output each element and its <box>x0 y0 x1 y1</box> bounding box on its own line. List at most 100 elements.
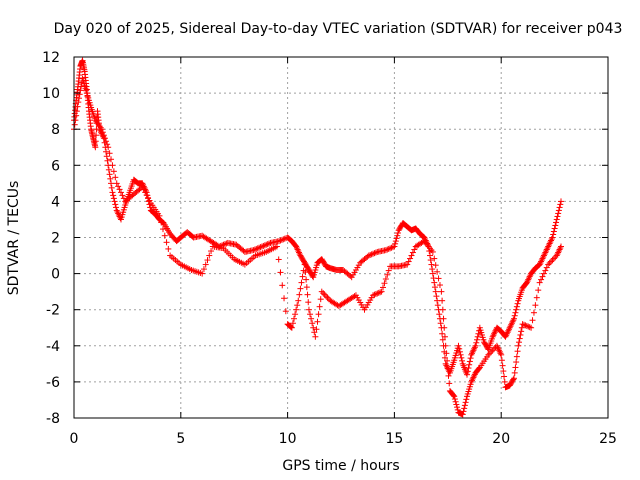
data-point <box>202 261 209 268</box>
data-point <box>473 339 480 346</box>
data-point <box>158 219 165 226</box>
data-point <box>159 218 166 225</box>
data-point <box>115 183 122 190</box>
data-point <box>75 95 82 102</box>
data-point <box>197 232 204 239</box>
data-points <box>71 57 565 418</box>
data-point <box>513 353 520 360</box>
data-point <box>517 331 524 338</box>
data-point <box>146 197 153 204</box>
data-point <box>539 273 546 280</box>
data-point <box>408 252 415 259</box>
data-point <box>286 236 293 243</box>
data-point <box>407 255 414 262</box>
x-axis-label: GPS time / hours <box>282 458 399 474</box>
data-point <box>549 257 556 264</box>
data-point <box>474 333 481 340</box>
data-point <box>293 306 300 313</box>
data-point <box>368 251 375 258</box>
data-point <box>250 254 257 261</box>
data-point <box>79 58 86 65</box>
data-point <box>459 411 466 418</box>
data-point <box>506 326 513 333</box>
data-point <box>554 213 561 220</box>
data-point <box>453 401 460 408</box>
data-point <box>512 364 519 371</box>
data-point <box>109 189 116 196</box>
data-point <box>206 252 213 259</box>
data-point <box>466 361 473 368</box>
data-point <box>519 321 526 328</box>
data-point <box>454 404 461 411</box>
data-point <box>260 242 267 249</box>
data-point <box>444 365 451 372</box>
data-point <box>461 405 468 412</box>
x-tick-label: 20 <box>492 431 510 447</box>
data-point <box>119 192 126 199</box>
data-point <box>392 238 399 245</box>
data-point <box>480 336 487 343</box>
data-point <box>473 336 480 343</box>
data-point <box>291 315 298 322</box>
data-point <box>378 288 385 295</box>
data-point <box>333 301 340 308</box>
data-point <box>511 369 518 376</box>
data-point <box>456 345 463 352</box>
data-point <box>467 355 474 362</box>
data-point <box>100 132 107 139</box>
data-point <box>347 273 354 280</box>
data-point <box>188 232 195 239</box>
data-point <box>282 308 289 315</box>
data-point <box>551 225 558 232</box>
data-point <box>117 189 124 196</box>
data-point <box>450 359 457 366</box>
data-point <box>436 282 443 289</box>
data-point <box>458 354 465 361</box>
y-tick-label: -2 <box>46 303 60 319</box>
data-point <box>432 262 439 269</box>
data-point <box>488 335 495 342</box>
data-point <box>462 399 469 406</box>
data-point <box>266 240 273 247</box>
data-point <box>103 138 110 145</box>
data-point <box>104 141 111 148</box>
data-point <box>500 368 507 375</box>
data-point <box>428 247 435 254</box>
data-point <box>91 115 98 122</box>
data-point <box>438 288 445 295</box>
data-point <box>305 299 312 306</box>
x-tick-label: 10 <box>279 431 297 447</box>
data-point <box>323 293 330 300</box>
data-point <box>372 249 379 256</box>
data-point <box>442 342 449 349</box>
data-point <box>261 249 268 256</box>
data-point <box>229 254 236 261</box>
data-point <box>540 254 547 261</box>
data-point <box>308 315 315 322</box>
data-point <box>536 279 543 286</box>
data-point <box>287 323 294 330</box>
data-point <box>409 249 416 256</box>
data-point <box>291 241 298 248</box>
data-point <box>298 279 305 286</box>
data-point <box>454 345 461 352</box>
data-point <box>316 303 323 310</box>
data-point <box>108 180 115 187</box>
data-point <box>368 294 375 301</box>
data-point <box>279 282 286 289</box>
data-point <box>555 210 562 217</box>
data-point <box>296 251 303 258</box>
data-point <box>522 322 529 329</box>
data-point <box>160 226 166 233</box>
data-point <box>341 299 348 306</box>
data-point <box>161 232 168 239</box>
data-point <box>74 103 81 110</box>
data-point <box>419 232 426 239</box>
data-point <box>467 381 474 388</box>
data-point <box>484 345 491 352</box>
data-point <box>436 311 443 318</box>
data-point <box>81 66 88 73</box>
axis-ticks: 0 5 10 15 20 25 -8 -6 -4 -2 0 2 4 6 8 10 12 <box>42 50 617 447</box>
data-point <box>309 320 316 327</box>
